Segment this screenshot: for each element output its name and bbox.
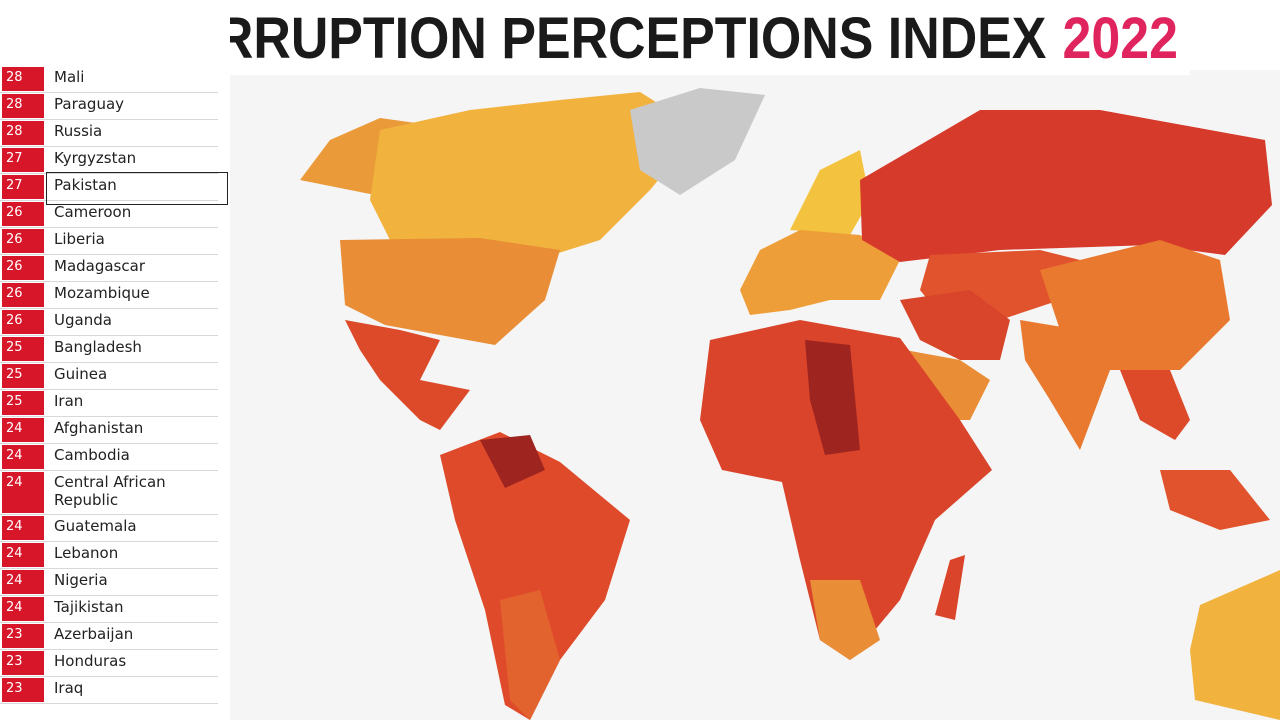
country-name: Iraq (54, 679, 84, 697)
russia (860, 110, 1272, 262)
list-row: 23 Azerbaijan (0, 623, 218, 650)
list-row: 27 Pakistan (0, 174, 218, 201)
score-badge: 24 (2, 445, 44, 469)
list-row: 24 Cambodia (0, 444, 218, 471)
score-badge: 25 (2, 364, 44, 388)
country-name: Cameroon (54, 203, 132, 221)
score-badge: 27 (2, 148, 44, 172)
score-badge: 28 (2, 67, 44, 91)
country-name: Azerbaijan (54, 625, 134, 643)
list-row: 26 Uganda (0, 309, 218, 336)
ranking-list: 28 Mali 28 Paraguay 28 Russia 27 Kyrgyzstan 27 Pa… (0, 0, 230, 720)
libya-chad (805, 340, 860, 455)
list-row: 28 Paraguay (0, 93, 218, 120)
list-row: 26 Liberia (0, 228, 218, 255)
country-name: Nigeria (54, 571, 108, 589)
title-bar: CORRUPTION PERCEPTIONS INDEX2022 (120, 0, 1190, 75)
list-row: 26 Cameroon (0, 201, 218, 228)
country-name: Lebanon (54, 544, 119, 562)
list-row: 25 Guinea (0, 363, 218, 390)
southern-africa (810, 580, 880, 660)
madagascar (935, 555, 965, 620)
list-row: 24 Lebanon (0, 542, 218, 569)
europe (740, 230, 900, 315)
country-name: Uganda (54, 311, 112, 329)
score-badge: 26 (2, 229, 44, 253)
southeast-asia (1120, 370, 1190, 440)
country-name: Honduras (54, 652, 127, 670)
title: CORRUPTION PERCEPTIONS INDEX (138, 6, 1047, 71)
australia (1190, 570, 1280, 720)
list-row: 24 Tajikistan (0, 596, 218, 623)
mexico (345, 320, 470, 430)
country-name: Mozambique (54, 284, 150, 302)
country-name: Cambodia (54, 446, 130, 464)
year: 2022 (1063, 6, 1178, 71)
scandinavia (790, 150, 870, 235)
score-badge: 26 (2, 202, 44, 226)
score-badge: 28 (2, 121, 44, 145)
country-name: Iran (54, 392, 84, 410)
greenland (630, 88, 765, 195)
list-row: 25 Bangladesh (0, 336, 218, 363)
list-row: 26 Madagascar (0, 255, 218, 282)
south-america (440, 432, 630, 720)
score-badge: 25 (2, 391, 44, 415)
country-name: Guinea (54, 365, 108, 383)
country-name: Pakistan (54, 176, 117, 194)
score-badge: 24 (2, 472, 44, 513)
score-badge: 24 (2, 570, 44, 594)
list-row: 27 Kyrgyzstan (0, 147, 218, 174)
country-name: Kyrgyzstan (54, 149, 137, 167)
score-badge: 26 (2, 310, 44, 334)
country-name: Madagascar (54, 257, 145, 275)
score-badge: 23 (2, 651, 44, 675)
list-row: 24 Afghanistan (0, 417, 218, 444)
score-badge: 24 (2, 597, 44, 621)
list-row: 26 Mozambique (0, 282, 218, 309)
china (1040, 240, 1230, 370)
score-badge: 24 (2, 418, 44, 442)
score-badge: 24 (2, 543, 44, 567)
score-badge: 26 (2, 283, 44, 307)
score-badge: 23 (2, 678, 44, 702)
score-badge: 25 (2, 337, 44, 361)
argentina (500, 590, 560, 720)
list-row: 25 Iran (0, 390, 218, 417)
list-row: 24 Nigeria (0, 569, 218, 596)
africa (700, 320, 992, 660)
score-badge: 26 (2, 256, 44, 280)
indonesia (1160, 470, 1270, 530)
list-row: 23 Iraq (0, 677, 218, 704)
list-row: 28 Mali (0, 66, 218, 93)
highlight-box (46, 172, 228, 205)
country-name: Guatemala (54, 517, 137, 535)
canada (370, 92, 700, 262)
list-row: 28 Russia (0, 120, 218, 147)
score-badge: 28 (2, 94, 44, 118)
list-row: 23 Honduras (0, 650, 218, 677)
india (1020, 320, 1110, 450)
country-name: Afghanistan (54, 419, 144, 437)
title-background (120, 0, 1190, 75)
country-name: Mali (54, 68, 85, 86)
title-text: CORRUPTION PERCEPTIONS INDEX2022 (138, 6, 1178, 71)
venezuela (480, 435, 545, 488)
country-name: Central African Republic (54, 473, 166, 509)
usa (340, 238, 560, 345)
list-row: 24 Guatemala (0, 515, 218, 542)
country-name: Bangladesh (54, 338, 142, 356)
country-name: Liberia (54, 230, 105, 248)
score-badge: 24 (2, 516, 44, 540)
score-badge: 27 (2, 175, 44, 199)
score-badge: 23 (2, 624, 44, 648)
middle-east (900, 290, 1010, 360)
country-name: Russia (54, 122, 103, 140)
country-name: Paraguay (54, 95, 125, 113)
country-name: Tajikistan (54, 598, 124, 616)
list-row: 24 Central African Republic (0, 471, 218, 515)
